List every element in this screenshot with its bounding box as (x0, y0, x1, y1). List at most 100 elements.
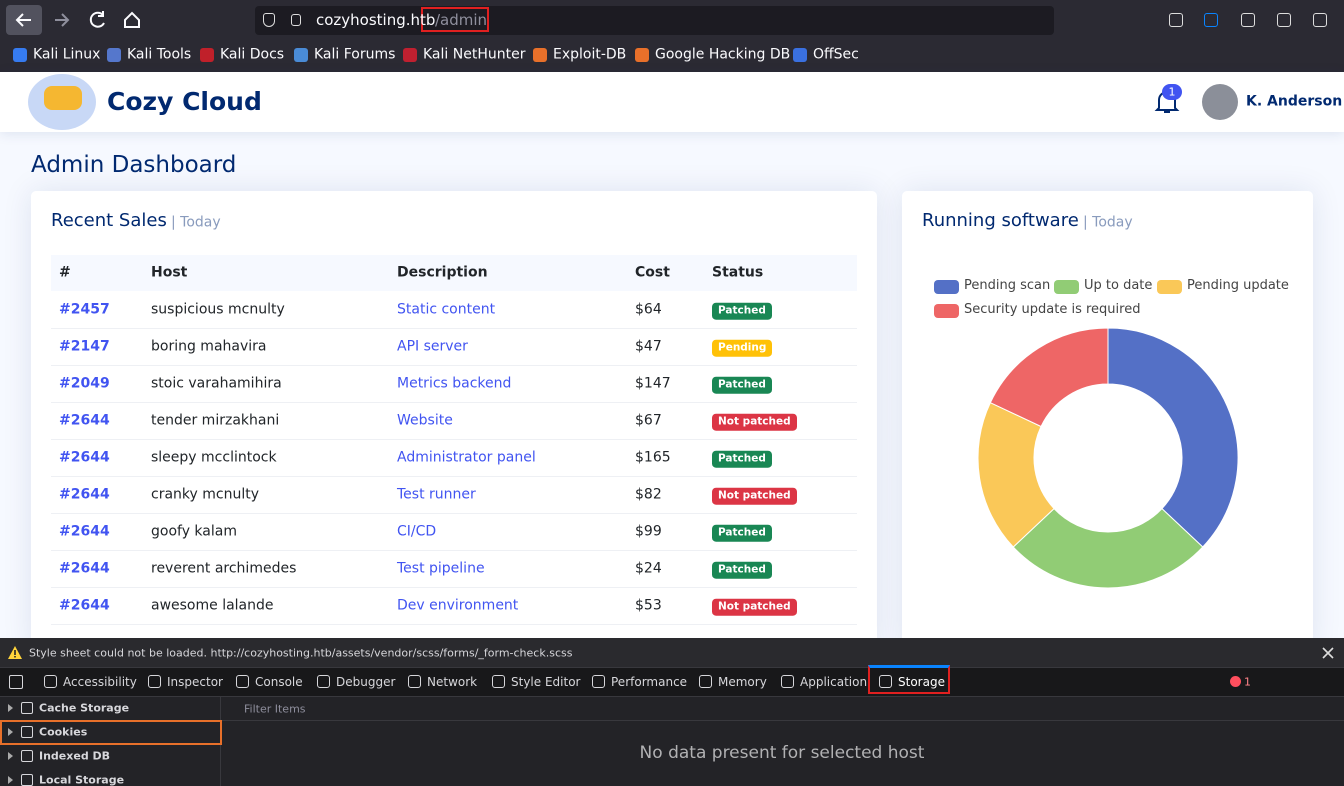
status-badge: Patched (712, 302, 772, 320)
bookmark[interactable]: OffSec (813, 46, 859, 63)
card-title: Recent Sales (51, 210, 167, 232)
order-id[interactable]: #2644 (59, 560, 110, 577)
description[interactable]: Website (397, 412, 453, 429)
description[interactable]: Metrics backend (397, 375, 512, 392)
tree-item[interactable]: Cache Storage (39, 701, 130, 715)
bookmark[interactable]: Exploit-DB (553, 46, 627, 63)
tab-icon (9, 675, 23, 689)
tab-icon (408, 675, 421, 688)
devtools-tab[interactable]: Style Editor (511, 674, 581, 689)
row-border (51, 587, 857, 588)
tab-icon (879, 675, 892, 688)
status-badge: Not patched (712, 413, 797, 431)
cost: $165 (635, 449, 671, 466)
legend-label: Pending scan (964, 278, 1051, 294)
tree-icon (21, 774, 33, 786)
bookmark-icon (403, 48, 417, 62)
order-id[interactable]: #2644 (59, 412, 110, 429)
chart-title: Running software (922, 210, 1079, 232)
tab-icon (699, 675, 712, 688)
warning-text: Style sheet could not be loaded. http://… (29, 646, 573, 660)
tree-item[interactable]: Cookies (39, 725, 88, 739)
url-bar[interactable] (255, 6, 1054, 35)
tab-icon (148, 675, 161, 688)
highlight-box (0, 720, 222, 745)
highlight-box (421, 7, 489, 32)
order-id[interactable]: #2644 (59, 597, 110, 614)
devtools-tab[interactable]: Inspector (167, 674, 223, 689)
expand-arrow (8, 776, 13, 784)
tree-icon (21, 726, 33, 738)
order-id[interactable]: #2049 (59, 375, 110, 392)
tab-icon (317, 675, 330, 688)
user-name[interactable]: K. Anderson (1246, 93, 1343, 110)
tree-item[interactable]: Indexed DB (39, 749, 111, 763)
active-tab[interactable] (868, 665, 950, 694)
devtools-tab[interactable]: Debugger (336, 674, 396, 689)
tab-icon (44, 675, 57, 688)
description[interactable]: Dev environment (397, 597, 519, 614)
order-id[interactable]: #2457 (59, 301, 110, 318)
description[interactable]: API server (397, 338, 468, 355)
chart-subtitle: | Today (1083, 214, 1133, 231)
chart (977, 327, 1239, 589)
status-badge: Not patched (712, 598, 797, 616)
devtools-tab[interactable]: Memory (718, 674, 767, 689)
description[interactable]: Static content (397, 301, 496, 318)
bookmark[interactable]: Google Hacking DB (655, 46, 791, 63)
url-host: cozyhosting.htb (316, 11, 436, 29)
toolbar-icon (1313, 13, 1327, 27)
host: cranky mcnulty (151, 486, 259, 503)
devtools-tab[interactable]: Network (427, 674, 478, 689)
host: stoic varahamihira (151, 375, 282, 392)
devtools-tab[interactable]: Console (255, 674, 303, 689)
description[interactable]: Administrator panel (397, 449, 536, 466)
bookmark-icon (13, 48, 27, 62)
error-count: 1 (1244, 675, 1251, 689)
error-icon (1230, 676, 1241, 687)
host: awesome lalande (151, 597, 274, 614)
bookmark[interactable]: Kali Tools (127, 46, 192, 63)
order-id[interactable]: #2644 (59, 523, 110, 540)
toolbar-icon (1277, 13, 1291, 27)
cost: $147 (635, 375, 671, 392)
row-border (51, 328, 857, 329)
bookmark[interactable]: Kali Docs (220, 46, 285, 63)
devtools-tab[interactable]: Application (800, 674, 868, 689)
cost: $99 (635, 523, 662, 540)
badge-count: 1 (1168, 85, 1176, 99)
logo-couch (44, 86, 82, 110)
empty-message: No data present for selected host (639, 742, 925, 763)
page-title: Admin Dashboard (31, 152, 237, 179)
cost: $64 (635, 301, 662, 318)
bookmark[interactable]: Kali Forums (314, 46, 396, 63)
filter-row (221, 697, 1344, 721)
filter-input[interactable]: Filter Items (244, 702, 306, 716)
card-subtitle: | Today (171, 214, 221, 231)
order-id[interactable]: #2644 (59, 449, 110, 466)
toolbar-icon (1241, 13, 1255, 27)
order-id[interactable]: #2147 (59, 338, 110, 355)
bookmark[interactable]: Kali NetHunter (423, 46, 526, 63)
tree-icon (21, 702, 33, 714)
tab-icon (492, 675, 505, 688)
tree-item[interactable]: Local Storage (39, 773, 125, 786)
description[interactable]: Test runner (397, 486, 476, 503)
row-border (51, 624, 857, 625)
order-id[interactable]: #2644 (59, 486, 110, 503)
column-header: Cost (635, 264, 670, 281)
devtools-tab[interactable]: Accessibility (63, 674, 137, 689)
host: suspicious mcnulty (151, 301, 285, 318)
description[interactable]: CI/CD (397, 523, 437, 540)
expand-arrow (8, 728, 13, 736)
status-badge: Patched (712, 561, 772, 579)
close-icon[interactable] (1320, 645, 1336, 661)
tab-icon (592, 675, 605, 688)
bookmark[interactable]: Kali Linux (33, 46, 101, 63)
description[interactable]: Test pipeline (397, 560, 485, 577)
nav-icons (15, 11, 140, 28)
site-header (0, 72, 1344, 132)
devtools-tab[interactable]: Performance (611, 674, 688, 689)
column-header: # (59, 264, 71, 281)
devtools-tab[interactable]: Storage (898, 674, 945, 689)
